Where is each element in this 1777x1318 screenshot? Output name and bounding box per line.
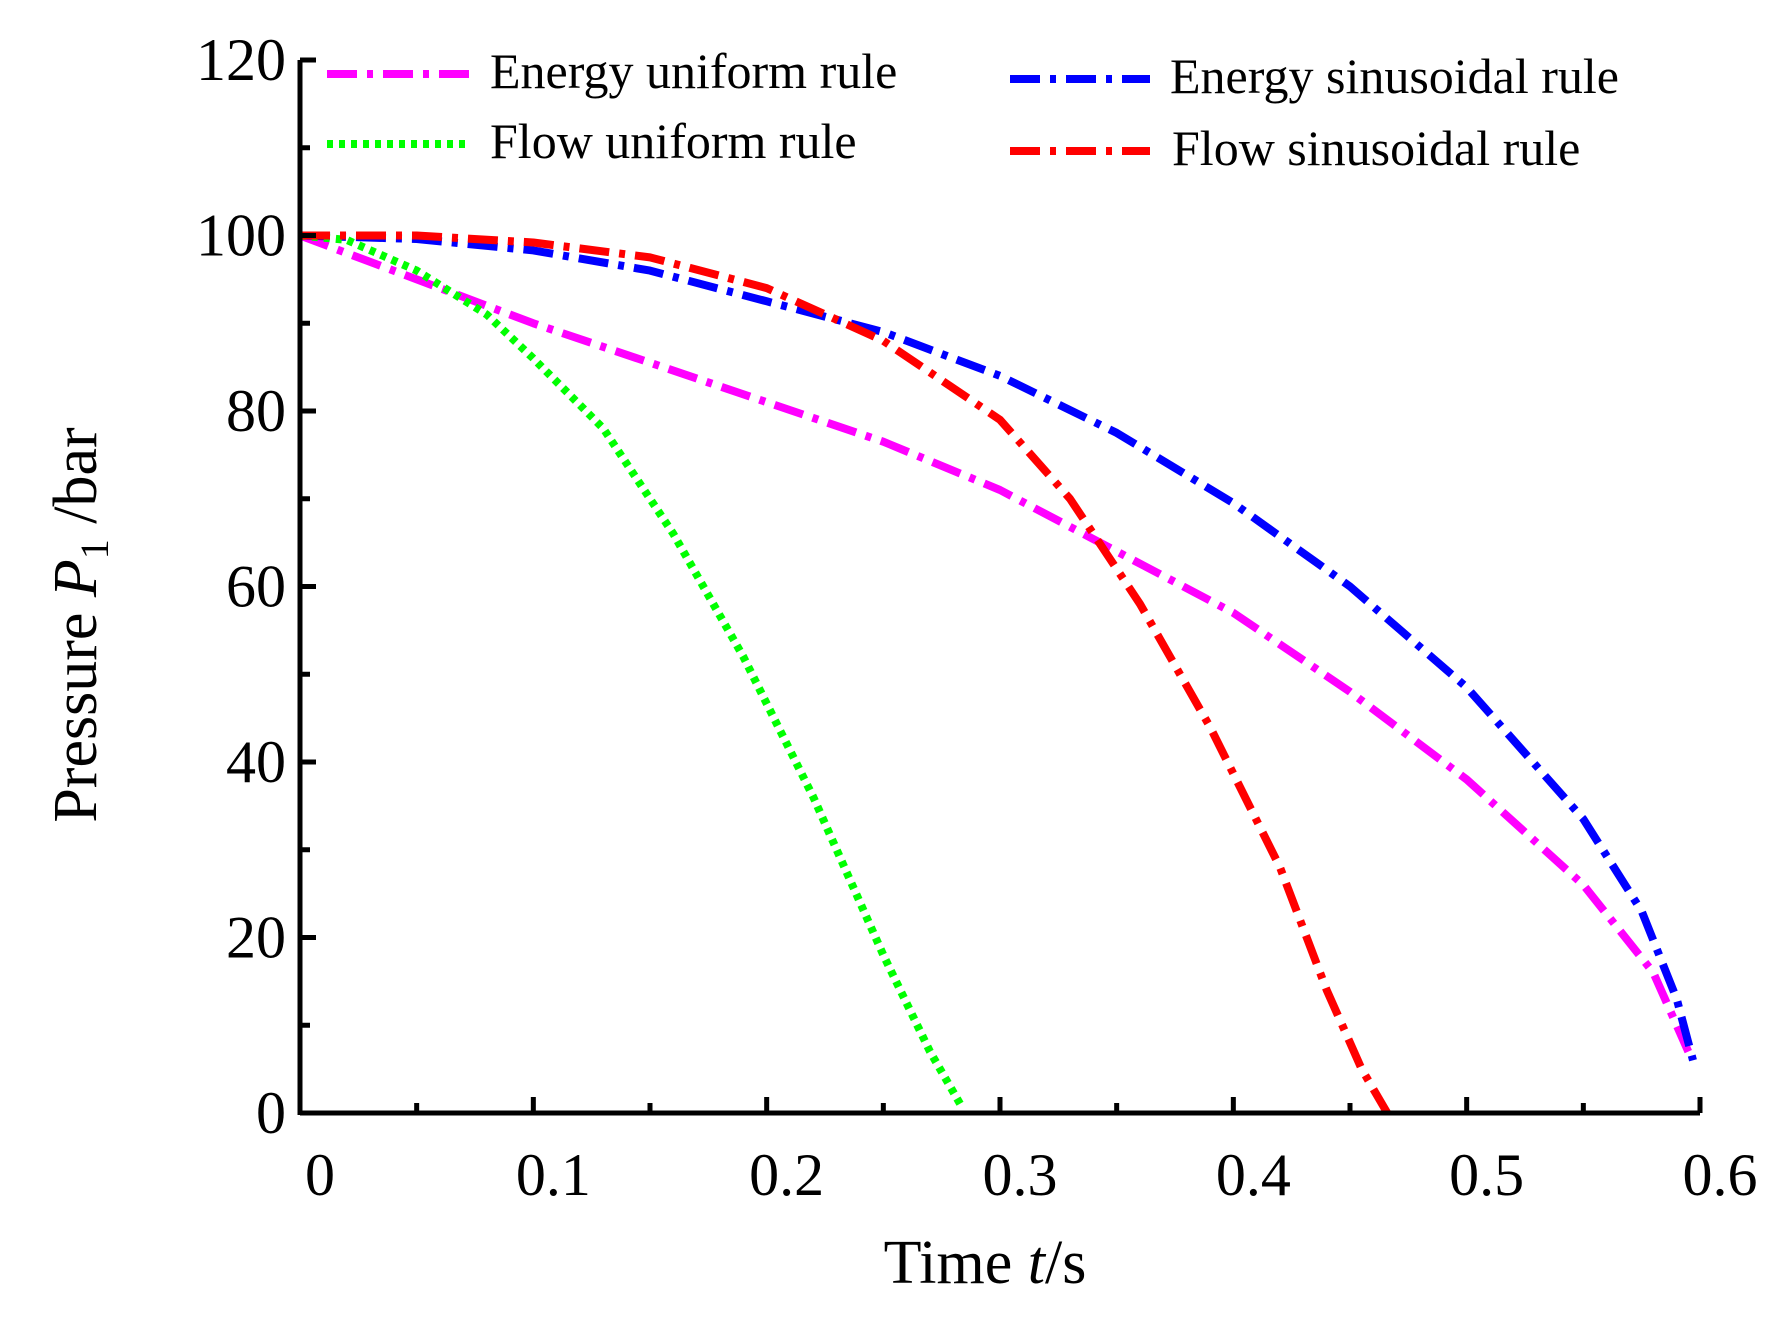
tick-labels-layer: 0 0.1 0.2 0.3 0.4 0.5 0.6 0 20 40 60 80 100 120 — [196, 27, 1758, 1208]
x-tick-label: 0 — [305, 1142, 335, 1208]
ticks-layer — [297, 57, 1703, 1116]
legend-label: Energy sinusoidal rule — [1170, 48, 1619, 104]
legend-label: Flow uniform rule — [490, 113, 857, 169]
x-tick-label: 0.4 — [1216, 1142, 1291, 1208]
x-tick-label: 0.6 — [1683, 1142, 1758, 1208]
series-line-energy-sinusoidal-rule — [299, 231, 1697, 1062]
series-line-energy-uniform-rule — [298, 231, 1692, 1054]
y-tick-label: 120 — [196, 27, 286, 93]
x-tick-label: 0.1 — [516, 1142, 591, 1208]
axes-layer — [297, 60, 1700, 1116]
y-tick-label: 0 — [256, 1080, 286, 1146]
legend-label: Energy uniform rule — [490, 43, 897, 99]
y-tick-label: 60 — [226, 554, 286, 620]
x-tick-label: 0.3 — [983, 1142, 1058, 1208]
legend: Energy uniform rule Energy sinusoidal rul… — [327, 43, 1619, 176]
series-line-flow-uniform-rule — [299, 231, 964, 1107]
x-tick-label: 0.5 — [1449, 1142, 1524, 1208]
series-layer — [298, 231, 1697, 1116]
x-axis-title: Time t/s — [884, 1229, 1087, 1297]
y-axis-title: Pressure P1 /bar — [42, 427, 117, 823]
y-tick-label: 40 — [226, 729, 286, 795]
series-line-flow-sinusoidal-rule — [300, 231, 1391, 1116]
y-tick-label: 100 — [196, 203, 286, 269]
y-tick-label: 20 — [226, 905, 286, 971]
y-tick-label: 80 — [226, 378, 286, 444]
x-tick-label: 0.2 — [749, 1142, 824, 1208]
legend-label: Flow sinusoidal rule — [1172, 120, 1580, 176]
